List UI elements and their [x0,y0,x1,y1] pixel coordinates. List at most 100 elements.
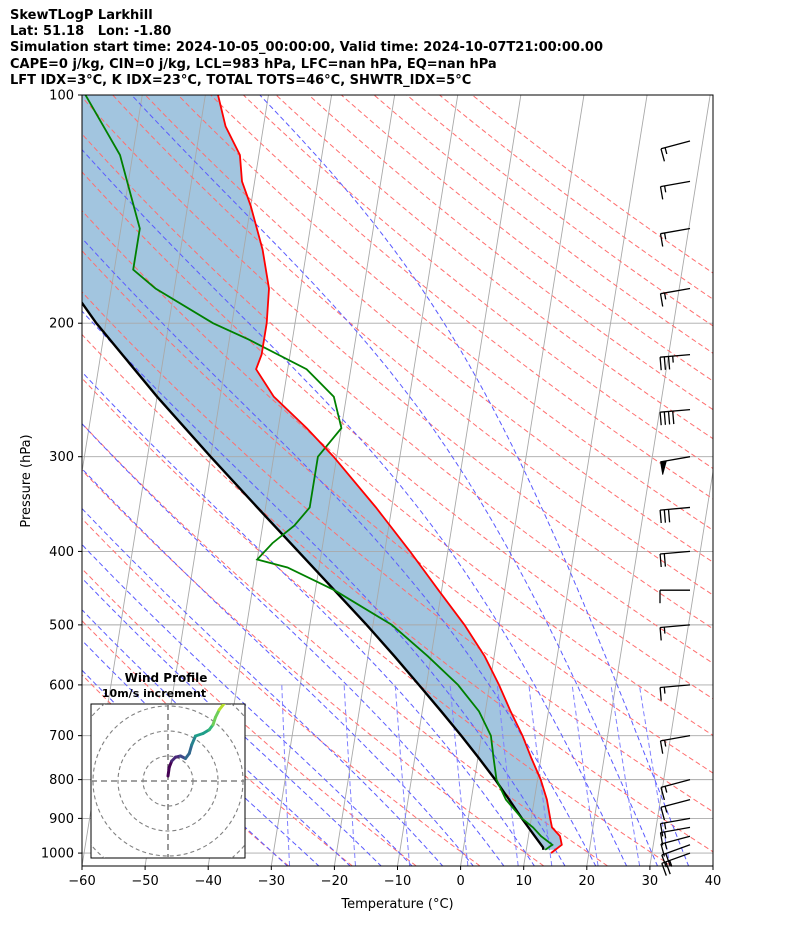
barb-full [661,854,667,868]
barb-full [663,509,667,523]
hodograph-segment [190,734,197,747]
moist-adiabat [82,543,413,866]
dry-adiabat [112,95,713,596]
x-tick-label: 10 [515,874,532,889]
barb-half [663,292,667,300]
wind-barb [660,778,691,801]
isotherm-line [523,95,648,866]
dry-adiabat [82,517,481,866]
barb-staff [660,798,691,808]
dry-adiabat [275,95,713,440]
barb-full [659,740,664,754]
barb-staff [660,735,691,742]
wind-barb [660,140,691,162]
dry-adiabat [82,250,713,774]
barb-full [660,787,666,801]
dewpoint-profile-line [84,95,554,851]
isotherm-line [649,468,713,866]
mixing-ratio-line [496,684,519,866]
dry-adiabat [82,333,713,853]
moist-adiabat [259,95,690,866]
isotherm-line [270,95,396,866]
barb-full [659,186,664,200]
wind-barb [659,287,691,307]
barb-staff [660,826,691,834]
barb-half [664,147,668,155]
barb-full [667,509,671,523]
x-tick-label: −60 [68,874,95,889]
wind-barb [659,180,691,200]
isotherm-line [586,95,711,866]
barb-full [663,553,667,567]
isotherm-line [712,863,713,866]
mixing-ratio-line [343,684,356,866]
wind-barb [661,844,691,868]
mixing-ratio-line [610,684,641,866]
barb-staff [660,180,691,188]
x-tick-label: 20 [579,874,596,889]
hodograph-inset: Wind Profile 10m/s increment [90,671,246,859]
cape-line: CAPE=0 j/kg, CIN=0 j/kg, LCL=983 hPa, LF… [10,56,497,72]
barb-staff [660,550,691,555]
barb-half [663,185,667,193]
moist-adiabat [131,95,659,866]
barb-staff [660,684,691,689]
wind-barb [661,852,691,876]
barb-flag [660,460,667,475]
barb-staff [660,408,691,413]
isotherm-line [0,95,79,866]
dry-adiabat [82,568,417,866]
barb-half [664,842,668,850]
barb-full [659,233,664,247]
y-tick-label: 400 [49,545,74,560]
barb-full [665,853,671,867]
hodograph-segment [187,743,194,755]
dry-adiabat [144,95,713,563]
wind-barb [659,624,691,641]
wind-barb [659,817,691,837]
dry-adiabat [210,95,713,500]
barb-staff [660,287,691,295]
barb-full [663,356,667,370]
wind-barb [660,835,691,857]
wind-barb [659,506,691,524]
x-tick-label: −40 [194,874,221,889]
barb-full [667,356,671,370]
barb-staff [660,506,691,511]
barb-half [672,356,674,363]
hodograph-subtitle: 10m/s increment [102,687,206,700]
x-tick-label: 40 [705,874,722,889]
wind-barb [660,456,691,475]
mixing-ratio-line [449,684,469,866]
wind-barbs [659,140,691,876]
barb-staff [660,817,691,825]
moist-adiabat [82,507,444,866]
mixing-ratio-line [571,684,599,866]
barb-full [659,832,664,846]
y-tick-label: 300 [49,450,74,465]
barb-half [664,806,668,813]
hodograph-ring [117,730,219,832]
isotherm-line [397,95,522,866]
moist-adiabat [82,423,505,866]
isotherm-line [0,95,16,866]
wind-barb [659,408,691,426]
cape-cin-shading [82,95,562,850]
x-axis-label: Temperature (°C) [340,897,453,912]
barb-full [660,807,666,821]
dry-adiabats [82,95,713,866]
wind-barb [659,550,691,568]
barb-staff [661,852,691,864]
dry-adiabat [82,469,545,866]
barb-staff [660,140,691,150]
dry-adiabat [243,95,713,470]
moist-adiabat [82,148,628,866]
barb-full [667,411,671,425]
hodograph-body [91,704,245,858]
moist-adiabat [82,609,351,866]
x-tick-label: −10 [384,874,411,889]
wind-barb [659,227,691,247]
barb-full [660,843,666,857]
location-line: Lat: 51.18 Lon: -1.80 [10,24,172,40]
